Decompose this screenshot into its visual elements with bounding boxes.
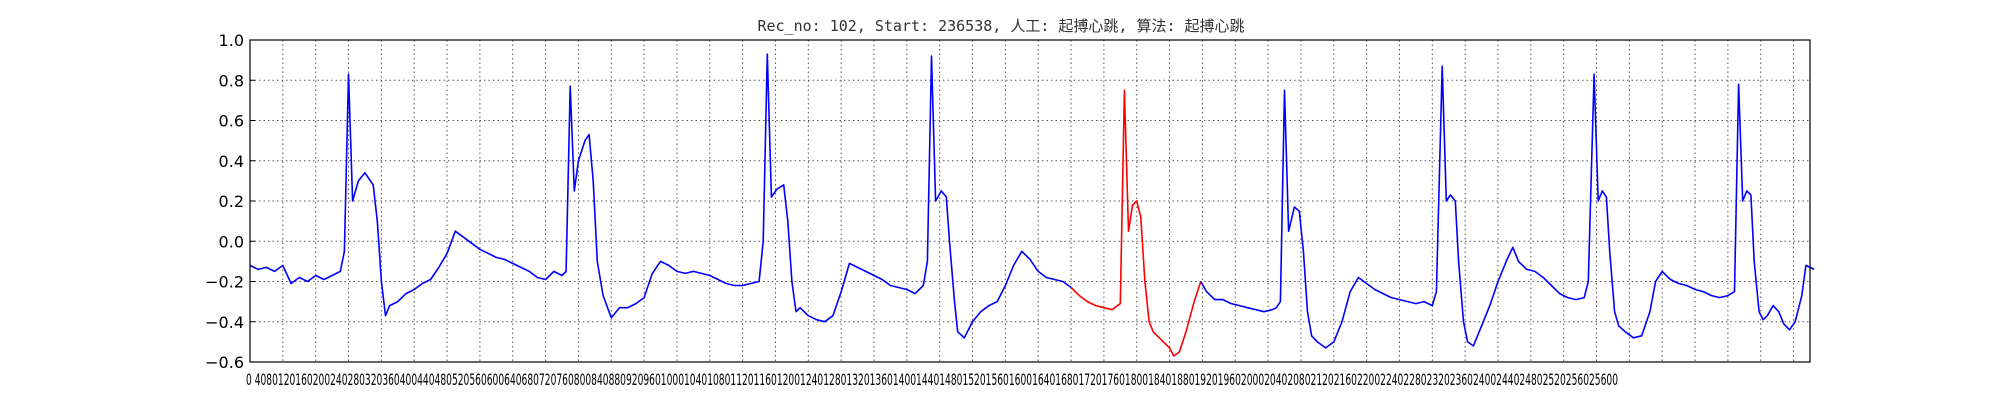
y-tick-label: 0.4 — [219, 152, 244, 171]
y-axis-ticks: 1.0 0.8 0.6 0.4 0.2 0.0 −0.2 −0.4 −0.6 — [205, 31, 255, 372]
y-tick-label: −0.4 — [205, 313, 244, 332]
grid-lines — [250, 40, 1810, 362]
x-axis-tick-labels: 0 40801201602002402803203604004404805205… — [246, 370, 1618, 389]
ecg-traces — [249, 53, 1815, 357]
y-tick-label: 1.0 — [219, 31, 244, 50]
y-tick-label: −0.6 — [205, 353, 244, 372]
y-tick-label: 0.8 — [219, 71, 244, 90]
y-tick-label: −0.2 — [205, 273, 244, 292]
y-tick-label: 0.6 — [219, 112, 244, 131]
ecg-series-line-1 — [1070, 89, 1202, 357]
y-tick-label: 0.2 — [219, 192, 244, 211]
ecg-series-line-2 — [1200, 65, 1815, 349]
y-tick-label: 0.0 — [219, 232, 244, 251]
chart-title: Rec_no: 102, Start: 236538, 人工: 起搏心跳, 算法… — [757, 17, 1244, 35]
ecg-series-line-0 — [249, 53, 1072, 339]
plot-frame — [249, 39, 1811, 363]
